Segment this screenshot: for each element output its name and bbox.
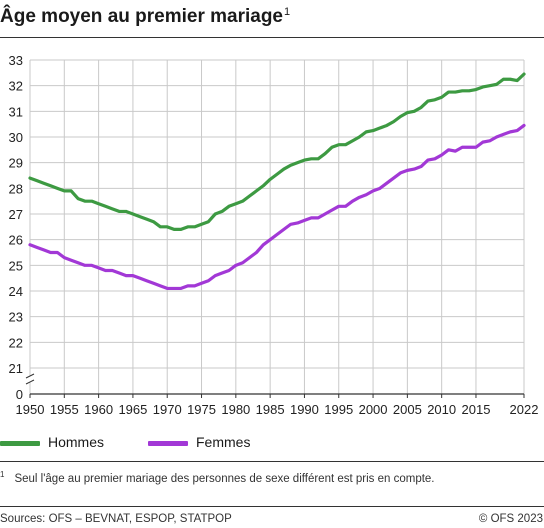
x-tick-label-1975: 1975 [187, 402, 216, 415]
y-tick-label-24: 24 [9, 284, 23, 299]
x-tick-label-1980: 1980 [221, 402, 250, 415]
axis-break-mark-top [25, 373, 35, 379]
y-tick-label-31: 31 [9, 104, 23, 119]
source-text: Sources: OFS – BEVNAT, ESPOP, STATPOP [0, 513, 232, 525]
y-tick-label-22: 22 [9, 335, 23, 350]
x-tick-label-1950: 1950 [16, 402, 45, 415]
x-tick-label-1990: 1990 [290, 402, 319, 415]
x-tick-label-2022: 2022 [510, 402, 539, 415]
footnote: 1 Seul l'âge au premier mariage des perso… [0, 470, 435, 485]
x-tick-label-2005: 2005 [393, 402, 422, 415]
x-tick-label-2015: 2015 [462, 402, 491, 415]
x-tick-label-1985: 1985 [256, 402, 285, 415]
y-tick-label-30: 30 [9, 130, 23, 145]
axis-break-mark-bottom [25, 379, 35, 385]
y-tick-label-27: 27 [9, 207, 23, 222]
series-lines [28, 72, 526, 291]
x-tick-label-1960: 1960 [84, 402, 113, 415]
y-axis-labels: 21 22 23 24 25 26 27 28 29 30 31 32 33 0 [9, 53, 23, 402]
x-tick-label-1955: 1955 [50, 402, 79, 415]
axis-break-gap [26, 376, 35, 382]
legend-swatch-hommes [0, 441, 40, 446]
x-tick-label-1995: 1995 [324, 402, 353, 415]
line-chart: 21 22 23 24 25 26 27 28 29 30 31 32 33 0 1950 1955 1960… [9, 53, 539, 415]
top-divider [0, 37, 544, 38]
y-tick-label-21: 21 [9, 361, 23, 376]
legend-divider [0, 461, 544, 462]
y-tick-label-32: 32 [9, 79, 23, 94]
x-axis: 1950 1955 1960 1965 1970 1975 1980 1985 1990 1995… [16, 373, 539, 415]
copyright-text: © OFS 2023 [478, 513, 543, 525]
legend-label-hommes: Hommes [48, 434, 105, 450]
y-tick-label-33: 33 [9, 53, 23, 68]
legend-swatch-femmes [148, 441, 188, 446]
x-tick-label-1970: 1970 [153, 402, 182, 415]
series-line-hommes [28, 72, 526, 231]
y-tick-label-26: 26 [9, 233, 23, 248]
y-tick-label-25: 25 [9, 258, 23, 273]
footnote-text: Seul l'âge au premier mariage des person… [14, 473, 435, 485]
gridlines [29, 59, 525, 394]
x-tick-label-1965: 1965 [118, 402, 147, 415]
y-tick-label-29: 29 [9, 156, 23, 171]
legend-label-femmes: Femmes [196, 434, 251, 450]
y-tick-label-28: 28 [9, 181, 23, 196]
chart-title: Âge moyen au premier mariage1 [0, 6, 290, 28]
y-tick-label-23: 23 [9, 310, 23, 325]
y-tick-label-0: 0 [16, 387, 23, 402]
footnote-marker: 1 [0, 470, 5, 479]
x-tick-label-2010: 2010 [427, 402, 456, 415]
chart-title-text: Âge moyen au premier mariage [0, 6, 283, 27]
series-line-femmes [28, 123, 526, 291]
footer-divider [0, 506, 544, 507]
title-footnote-marker: 1 [284, 6, 291, 18]
x-tick-label-2000: 2000 [359, 402, 388, 415]
